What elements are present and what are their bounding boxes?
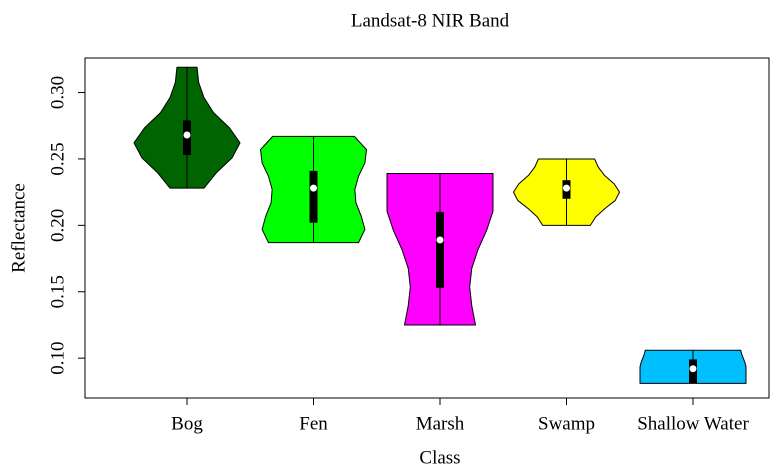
median (563, 184, 570, 192)
y-tick-label: 0.20 (47, 209, 68, 242)
median (436, 236, 444, 244)
chart-title: Landsat-8 NIR Band (351, 10, 510, 31)
y-tick-label: 0.25 (47, 142, 68, 175)
x-axis-label: Class (419, 447, 460, 468)
y-axis-label: Reflectance (8, 183, 29, 273)
median (689, 365, 697, 373)
x-tick-label: Bog (171, 413, 203, 434)
y-tick-label: 0.10 (47, 342, 68, 375)
box (436, 212, 444, 288)
median (310, 184, 317, 192)
x-tick-label: Swamp (538, 413, 595, 434)
y-tick-label: 0.30 (47, 76, 68, 109)
x-tick-label: Shallow Water (637, 413, 749, 434)
median (183, 131, 191, 139)
x-tick-label: Marsh (416, 413, 465, 434)
box (309, 170, 318, 223)
x-tick-label: Fen (299, 413, 328, 434)
y-tick-label: 0.15 (47, 275, 68, 308)
